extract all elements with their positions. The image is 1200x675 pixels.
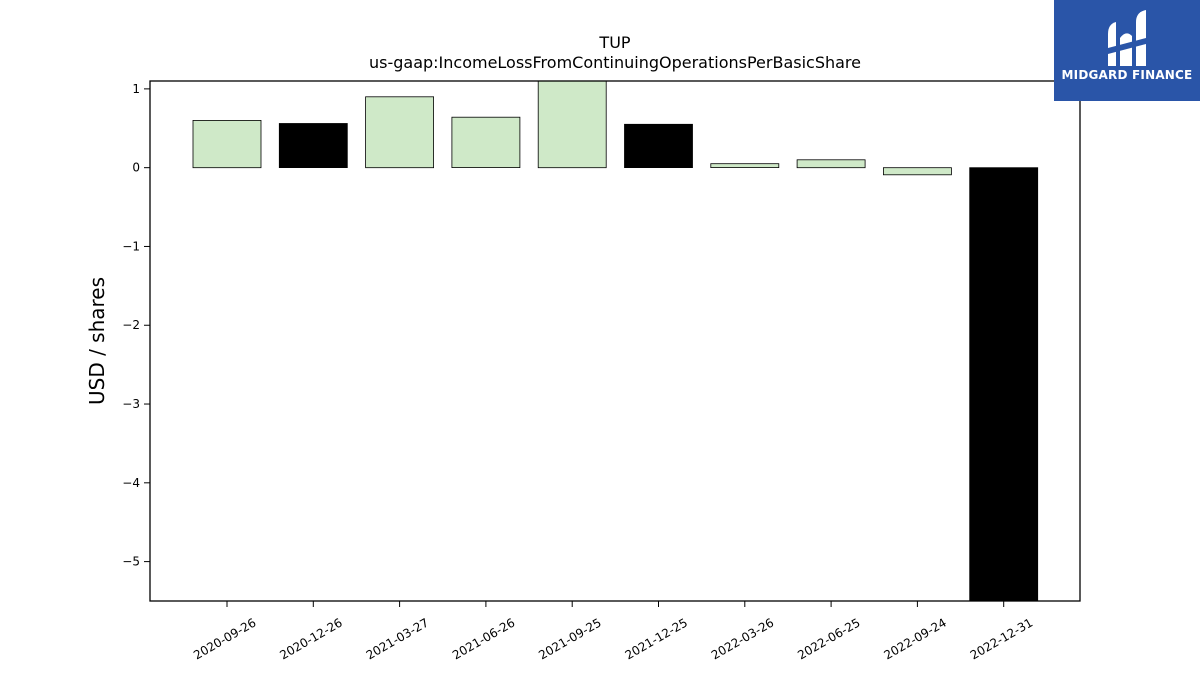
x-tick-label: 2021-12-25 — [623, 615, 690, 662]
x-axis: 2020-09-26 2020-12-26 2021-03-27 2021-06-26… — [191, 601, 1035, 662]
x-tick-label: 2021-06-26 — [450, 615, 517, 662]
bar-2021-03-27 — [365, 96, 435, 169]
bar-2020-12-26 — [278, 123, 348, 168]
y-axis: 1 0 −1 −2 −3 −4 −5 — [122, 82, 150, 569]
x-tick-label: 2021-03-27 — [364, 615, 431, 662]
y-axis-label: USD / shares — [85, 277, 109, 405]
y-tick-label: −2 — [122, 318, 140, 332]
x-tick-label: 2020-12-26 — [277, 615, 344, 662]
y-tick-label: −3 — [122, 397, 140, 411]
x-tick-label: 2022-03-26 — [709, 615, 776, 662]
y-tick-label: 0 — [132, 161, 140, 175]
y-tick-label: 1 — [132, 82, 140, 96]
bar-2021-12-25 — [624, 123, 693, 169]
brand-logo: MIDGARD FINANCE — [1054, 0, 1200, 101]
bar-2022-03-26 — [710, 163, 780, 168]
x-tick-label: 2020-09-26 — [191, 615, 258, 662]
x-tick-label: 2022-09-24 — [881, 615, 948, 662]
chart-subtitle: us-gaap:IncomeLossFromContinuingOperatio… — [369, 53, 861, 72]
x-tick-label: 2022-12-31 — [968, 615, 1035, 662]
x-tick-label: 2021-09-25 — [536, 615, 603, 662]
y-tick-label: −5 — [122, 555, 140, 569]
chart-title: TUP — [598, 33, 630, 52]
bars-group — [192, 80, 1039, 602]
bar-2021-06-26 — [451, 116, 521, 168]
bar-2020-09-26 — [192, 120, 262, 169]
y-tick-label: −4 — [122, 476, 140, 490]
bar-2022-06-25 — [796, 159, 866, 169]
y-tick-label: −1 — [122, 239, 140, 253]
brand-name: MIDGARD FINANCE — [1061, 68, 1193, 82]
x-tick-label: 2022-06-25 — [795, 615, 862, 662]
midgard-logo-icon — [1108, 10, 1146, 66]
bar-2022-09-24 — [883, 167, 952, 176]
bar-2022-12-31 — [969, 167, 1039, 602]
plot-frame — [149, 80, 1081, 602]
bar-2021-09-25 — [537, 80, 607, 169]
